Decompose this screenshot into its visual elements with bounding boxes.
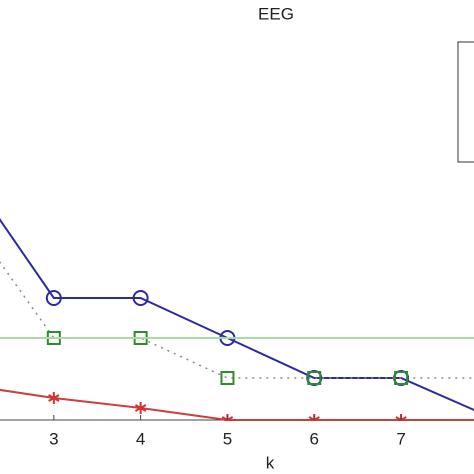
x-axis-label: k	[266, 453, 275, 472]
series-line	[0, 218, 474, 412]
marker	[394, 371, 409, 385]
x-tick-label: 5	[223, 429, 232, 448]
marker	[220, 371, 235, 385]
marker	[132, 290, 149, 306]
marker	[45, 290, 62, 306]
series-line	[0, 261, 474, 379]
marker	[134, 402, 147, 414]
x-tick-label: 6	[310, 429, 319, 448]
marker	[307, 371, 322, 385]
plot-area	[0, 218, 474, 421]
x-tick-label: 3	[49, 429, 58, 448]
marker	[48, 392, 60, 404]
chart-title: EEG	[258, 4, 294, 23]
legend-box	[457, 41, 474, 163]
x-tick-label: 4	[136, 429, 145, 448]
x-tick-label: 7	[396, 429, 405, 448]
series-line	[0, 388, 474, 421]
